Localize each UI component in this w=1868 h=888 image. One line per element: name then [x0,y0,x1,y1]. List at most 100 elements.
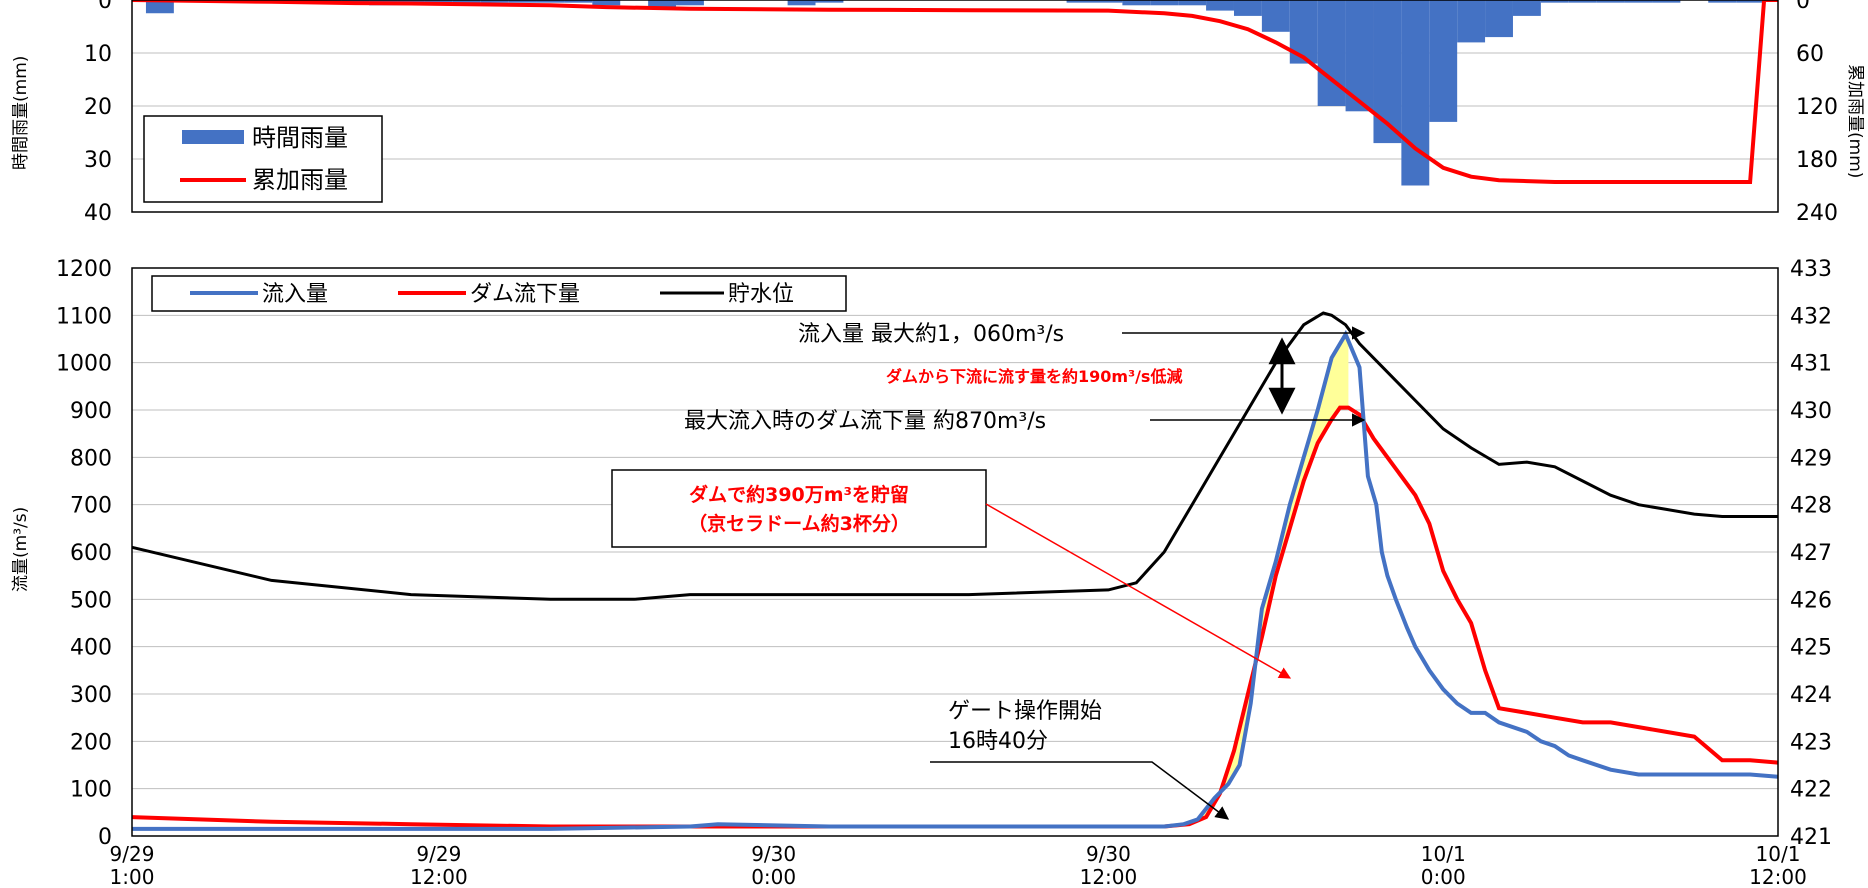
flow-legend: 流入量 ダム流下量 貯水位 [151,275,847,312]
flow-x-tick-labels: 9/291:009/2912:009/300:009/3012:0010/10:… [110,842,1807,888]
rainfall-right-tick-label: 240 [1796,201,1838,226]
x-tick-date-label: 9/29 [110,842,155,866]
hourly-rain-bar [1568,0,1597,3]
hourly-rain-bar [787,0,816,6]
rainfall-left-tick-label: 10 [84,42,112,67]
rainfall-right-tick-label: 120 [1796,95,1838,120]
storage-area-fill [1183,336,1349,825]
flow-left-axis-label: 流量(m³/s) [11,507,31,592]
hourly-rain-bar [592,0,621,6]
rainfall-legend: 時間雨量 累加雨量 [143,115,383,203]
annotation-reduction: ダムから下流に流す量を約190m³/s低減 [886,367,1182,386]
hourly-rain-bar [1233,0,1262,16]
hourly-rain-bar [1261,0,1290,32]
hourly-rain-bar [145,0,174,14]
flow-left-tick-label: 500 [70,588,112,613]
hourly-rain-bar [1317,0,1346,106]
rainfall-right-tick-label: 0 [1796,0,1810,14]
x-tick-date-label: 9/30 [1086,842,1131,866]
flow-left-tick-label: 1100 [56,304,112,329]
x-tick-time-label: 12:00 [1080,865,1138,888]
rainfall-left-tick-labels: 0 10 20 30 40 [84,0,112,226]
hourly-rain-bar [1624,0,1653,3]
level-right-tick-label: 432 [1790,304,1832,329]
rainfall-right-axis-label: 累加雨量(mm) [1845,64,1865,178]
hourly-rain-bar [1401,0,1430,186]
level-right-tick-label: 430 [1790,399,1832,424]
flow-left-tick-label: 100 [70,778,112,803]
flow-left-tick-labels: 0 100 200 300 400 500 600 700 800 900 1000 1100 1200 [56,257,112,850]
level-right-tick-label: 428 [1790,494,1832,519]
hourly-rain-bar [1485,0,1513,38]
flow-left-tick-label: 900 [70,399,112,424]
rainfall-right-tick-label: 180 [1796,148,1838,173]
hourly-rain-bar [815,0,844,3]
annotation-outflow-at-peak: 最大流入時のダム流下量 約870m³/s [684,409,1046,434]
x-tick-time-label: 0:00 [751,865,796,888]
x-tick-time-label: 0:00 [1421,865,1466,888]
hourly-rain-bar [1206,0,1234,11]
hourly-rain-bar [1150,0,1179,6]
inflow-line [132,329,1779,831]
hourly-rain-bar [1596,0,1625,3]
chart-annotations: 流入量 最大約1，060m³/s ダムから下流に流す量を約190m³/s低減 最… [611,322,1366,820]
level-right-tick-label: 424 [1790,683,1832,708]
level-right-tick-label: 423 [1790,730,1832,755]
level-right-tick-label: 431 [1790,352,1832,377]
flow-left-tick-label: 400 [70,636,112,661]
hourly-rain-bar [508,0,537,3]
level-right-tick-label: 421 [1790,825,1832,850]
hourly-rain-bar [536,0,565,3]
hourly-rain-bar [1429,0,1458,122]
x-tick-time-label: 12:00 [1749,865,1807,888]
legend-label-outflow: ダム流下量 [470,282,580,307]
flow-gridlines [132,314,1778,790]
flow-left-tick-label: 600 [70,541,112,566]
level-right-tick-label: 433 [1790,257,1832,282]
flow-left-tick-label: 300 [70,683,112,708]
legend-label-cumulative-rain: 累加雨量 [252,166,348,194]
rainfall-left-tick-label: 20 [84,95,112,120]
flow-legend-box [151,275,847,312]
rainfall-gridlines [132,52,1778,160]
level-right-tick-label: 427 [1790,541,1832,566]
level-right-tick-label: 425 [1790,636,1832,661]
hourly-rain-bar [1708,0,1737,3]
x-tick-date-label: 10/1 [1421,842,1466,866]
flow-left-tick-label: 0 [98,825,112,850]
flow-left-tick-label: 800 [70,446,112,471]
hourly-rain-bar [480,0,509,3]
flow-chart: 0 100 200 300 400 500 600 700 800 900 1000 1100 1200… [11,257,1832,888]
rainfall-chart: 0 10 20 30 40 0 60 120 180 240 時間雨量(mm) 累加雨量(mm)… [11,0,1865,226]
level-right-tick-label: 429 [1790,446,1832,471]
flow-left-tick-label: 700 [70,494,112,519]
legend-swatch-hourly-rain [182,130,244,144]
x-tick-date-label: 9/29 [416,842,461,866]
legend-label-inflow: 流入量 [262,282,328,307]
flow-left-tick-label: 1000 [56,352,112,377]
rainfall-right-tick-labels: 0 60 120 180 240 [1796,0,1838,226]
flow-left-tick-label: 200 [70,730,112,755]
annotation-storage-line2: （京セラドーム約3杯分） [688,512,910,535]
hourly-rain-bar [1736,0,1765,3]
x-tick-date-label: 10/1 [1756,842,1801,866]
level-right-tick-label: 422 [1790,778,1832,803]
hourly-rain-bar [1178,0,1207,6]
annotation-storage-box [611,469,987,548]
x-tick-date-label: 9/30 [751,842,796,866]
rainfall-left-axis-label: 時間雨量(mm) [11,56,31,170]
hourly-rain-bar [1457,0,1486,43]
reservoir-level-line [131,311,1778,601]
rainfall-left-tick-label: 30 [84,148,112,173]
hourly-rain-bar [452,0,481,3]
rainfall-plot-frame [131,0,1779,213]
hourly-rain-bar [1122,0,1151,6]
hourly-rain-bar [564,0,593,3]
annotation-gate-start-line2: 16時40分 [948,729,1048,754]
legend-label-hourly-rain: 時間雨量 [252,124,348,152]
rainfall-right-tick-label: 60 [1796,42,1824,67]
hourly-rain-bar [676,0,704,6]
x-tick-time-label: 1:00 [110,865,155,888]
rainfall-left-tick-label: 40 [84,201,112,226]
